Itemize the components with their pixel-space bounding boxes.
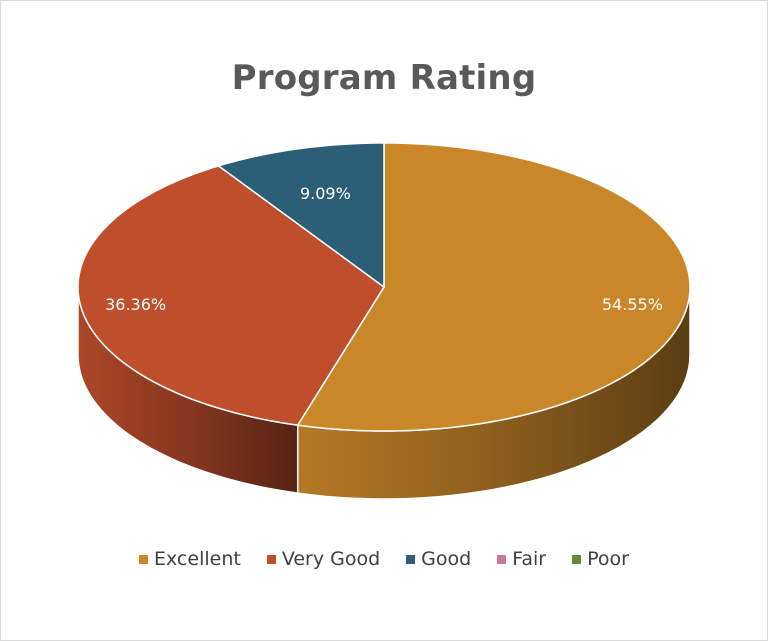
slice-very-good[interactable] xyxy=(77,165,385,426)
legend-label-good: Good xyxy=(421,548,472,570)
legend-item-good[interactable]: Good xyxy=(406,548,471,570)
legend-swatch-excellent xyxy=(139,554,149,564)
data-label-very-good: 36.36% xyxy=(105,295,166,314)
legend-swatch-poor xyxy=(572,554,582,564)
chart-title: Program Rating xyxy=(231,58,537,98)
legend-swatch-fair xyxy=(497,554,507,564)
legend-swatch-good xyxy=(406,554,416,564)
legend-swatch-very-good xyxy=(266,554,276,564)
pie-data-labels: 54.55% 36.36% 9.09% xyxy=(105,184,663,314)
pie-slices xyxy=(77,142,691,432)
legend-label-poor: Poor xyxy=(587,548,629,570)
legend-item-very-good[interactable]: Very Good xyxy=(266,548,381,570)
legend-item-excellent[interactable]: Excellent xyxy=(139,548,241,570)
legend-label-very-good: Very Good xyxy=(281,548,381,570)
legend-item-fair[interactable]: Fair xyxy=(497,548,546,570)
legend-label-excellent: Excellent xyxy=(154,548,241,570)
legend: Excellent Very Good Good Fair Poor xyxy=(0,548,768,570)
data-label-excellent: 54.55% xyxy=(602,295,663,314)
data-label-good: 9.09% xyxy=(300,184,351,203)
slice-good[interactable] xyxy=(217,142,385,288)
legend-item-poor[interactable]: Poor xyxy=(572,548,629,570)
legend-label-fair: Fair xyxy=(512,548,547,570)
slice-excellent[interactable] xyxy=(296,142,691,432)
